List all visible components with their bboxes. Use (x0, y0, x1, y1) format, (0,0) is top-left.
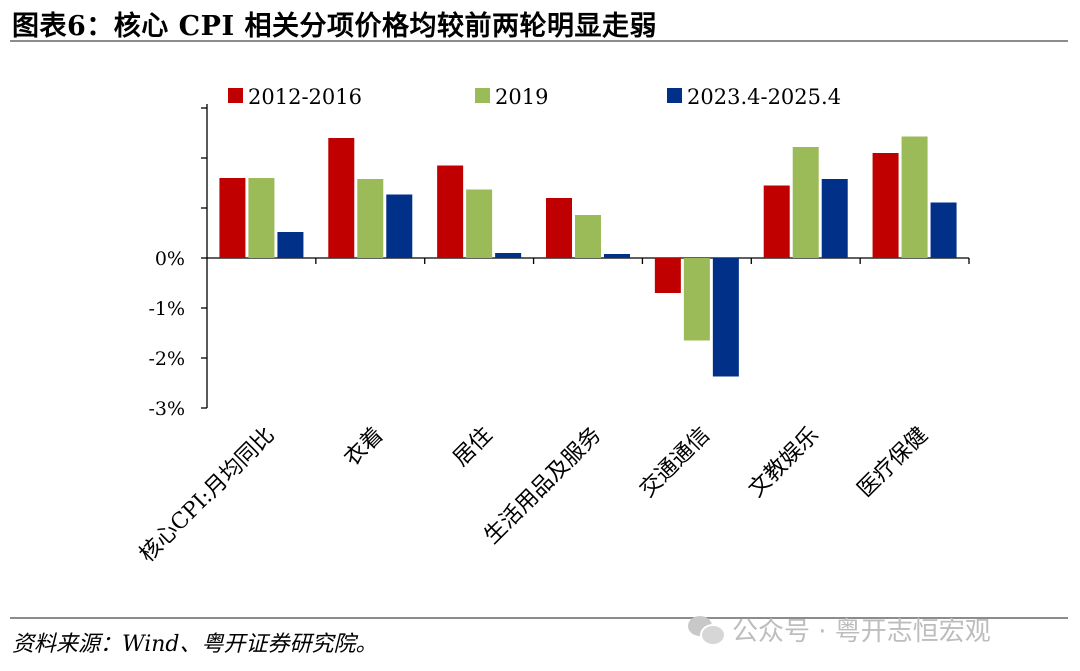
x-category-label: 文教娱乐 (744, 423, 824, 503)
y-tick-label: -3% (148, 398, 185, 420)
title-divider (10, 40, 1068, 42)
bar (546, 198, 572, 258)
bar (357, 179, 384, 258)
bar (277, 232, 304, 258)
legend-label: 2019 (495, 85, 548, 109)
bar (901, 136, 928, 258)
bar (495, 253, 522, 258)
bar (654, 258, 681, 293)
legend-swatch (475, 88, 490, 103)
source-note: 资料来源：Wind、粤开证券研究院。 (12, 632, 378, 657)
bar (604, 254, 630, 258)
y-tick-label: 0% (155, 248, 185, 270)
bar (930, 202, 957, 258)
footer-divider (10, 617, 1068, 619)
bar-chart: 2012-2016 2019 2023.4-2025.4 0% -1% -2% -3% 核… (135, 85, 970, 568)
bar (763, 185, 790, 258)
bar (575, 215, 601, 258)
bar (437, 165, 464, 258)
legend-swatch (228, 88, 243, 103)
bar (792, 147, 819, 258)
y-tick-labels: 0% -1% -2% -3% (148, 248, 185, 420)
watermark-text: 公众号 · 粤开志恒宏观 (732, 616, 991, 647)
bar (466, 189, 493, 258)
x-category-label: 核心CPI:月均同比 (135, 423, 280, 568)
x-category-label: 生活用品及服务 (480, 423, 607, 550)
x-category-label: 衣着 (340, 423, 389, 472)
bar (712, 258, 739, 377)
x-category-label: 交通通信 (635, 423, 715, 503)
y-tick-label: -2% (148, 348, 185, 370)
y-tick-label: -1% (148, 298, 185, 320)
wechat-icon (688, 614, 726, 646)
bars (219, 136, 957, 377)
x-category-label: 居住 (449, 423, 498, 472)
legend-label: 2023.4-2025.4 (687, 85, 841, 109)
x-category-label: 医疗保健 (853, 423, 933, 503)
legend-label: 2012-2016 (248, 85, 362, 109)
bar (219, 178, 246, 258)
bar (821, 179, 848, 258)
bar (248, 178, 275, 258)
legend: 2012-2016 2019 2023.4-2025.4 (228, 85, 841, 109)
legend-swatch (667, 88, 682, 103)
bar (872, 153, 899, 258)
bar (683, 258, 710, 341)
chart-title: 图表6：核心 CPI 相关分项价格均较前两轮明显走弱 (12, 11, 658, 42)
watermark: 公众号 · 粤开志恒宏观 (688, 612, 991, 647)
bar (328, 138, 355, 258)
bar (386, 194, 413, 258)
